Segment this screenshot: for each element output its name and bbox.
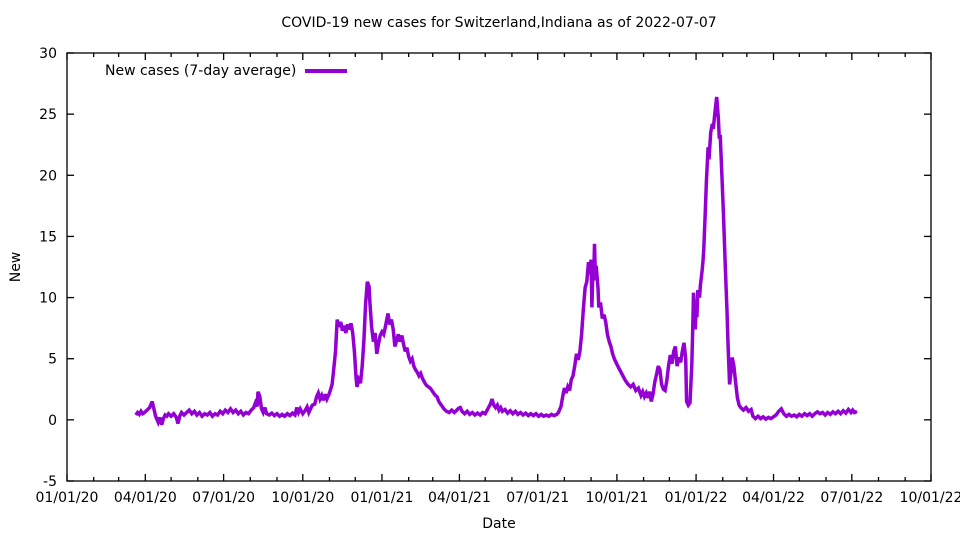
x-tick-label: 01/01/21 [351, 490, 414, 506]
x-tick-label: 01/01/20 [36, 490, 99, 506]
x-tick-label: 07/01/20 [192, 490, 255, 506]
y-tick-label: 5 [48, 352, 57, 368]
y-tick-label: 25 [39, 107, 57, 123]
chart-title: COVID-19 new cases for Switzerland,India… [281, 15, 717, 31]
plot-border [66, 52, 932, 482]
x-tick-label: 01/01/22 [665, 490, 728, 506]
legend-line-swatch [305, 69, 348, 73]
new-cases-line [134, 96, 858, 428]
x-tick-label: 04/01/22 [742, 490, 805, 506]
y-tick-label: 0 [48, 413, 57, 429]
x-tick-label: 07/01/21 [506, 490, 569, 506]
y-tick-label: 15 [39, 229, 57, 245]
x-tick-label: 10/01/21 [585, 490, 648, 506]
y-tick-label: 30 [39, 46, 57, 62]
x-tick-label: 10/01/20 [271, 490, 334, 506]
legend-label: New cases (7-day average) [105, 63, 297, 79]
x-tick-label: 07/01/22 [820, 490, 883, 506]
x-tick-label: 04/01/20 [114, 490, 177, 506]
y-tick-label: 10 [39, 291, 57, 307]
x-axis-title: Date [482, 516, 516, 532]
y-tick-label: 20 [39, 168, 57, 184]
y-axis-title: New [8, 251, 24, 283]
legend: New cases (7-day average) [105, 62, 348, 80]
x-tick-label: 10/01/22 [900, 490, 960, 506]
y-tick-label: -5 [43, 474, 57, 490]
x-tick-label: 04/01/21 [428, 490, 491, 506]
